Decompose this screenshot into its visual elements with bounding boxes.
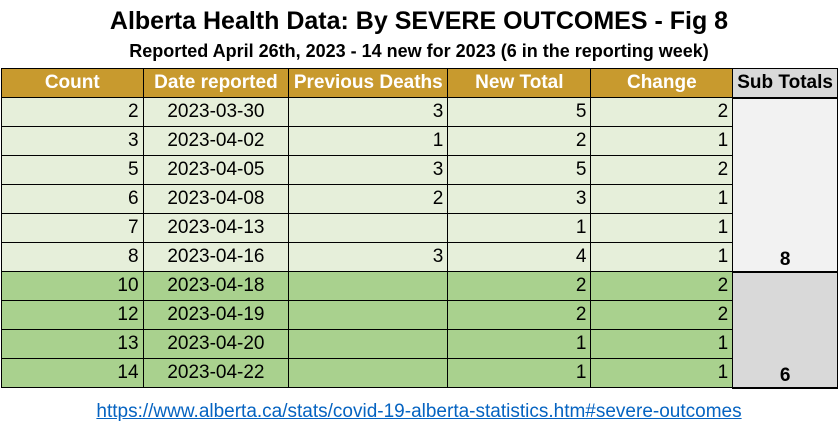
cell-change: 1 <box>590 329 734 359</box>
cell-new-total: 2 <box>447 126 592 156</box>
table-row: 12 2023-04-19 2 2 <box>1 300 838 330</box>
cell-date: 2023-04-19 <box>142 300 290 330</box>
cell-change: 1 <box>590 242 734 272</box>
cell-previous-deaths: 1 <box>288 126 449 156</box>
header-count: Count <box>1 68 144 98</box>
cell-previous-deaths: 3 <box>288 242 449 272</box>
cell-previous-deaths: 3 <box>288 97 449 127</box>
cell-count: 14 <box>1 358 144 388</box>
cell-previous-deaths <box>288 213 449 243</box>
subtotal-cell-group-2: 6 <box>732 270 838 389</box>
table-row: 8 2023-04-16 3 4 1 <box>1 242 838 272</box>
page-subtitle: Reported April 26th, 2023 - 14 new for 2… <box>129 41 709 61</box>
cell-date: 2023-04-02 <box>142 126 290 156</box>
cell-count: 2 <box>1 97 144 127</box>
cell-count: 3 <box>1 126 144 156</box>
table-row: 14 2023-04-22 1 1 <box>1 358 838 388</box>
table-row: 5 2023-04-05 3 5 2 <box>1 155 838 185</box>
cell-change: 2 <box>590 271 734 301</box>
header-change: Change <box>590 68 734 98</box>
cell-count: 13 <box>1 329 144 359</box>
header-previous-deaths: Previous Deaths <box>288 68 449 98</box>
table-header-row: Count Date reported Previous Deaths New … <box>1 68 838 98</box>
cell-date: 2023-04-22 <box>142 358 290 388</box>
table-row: 6 2023-04-08 2 3 1 <box>1 184 838 214</box>
cell-count: 7 <box>1 213 144 243</box>
cell-change: 2 <box>590 300 734 330</box>
cell-count: 12 <box>1 300 144 330</box>
table-row: 3 2023-04-02 1 2 1 <box>1 126 838 156</box>
cell-date: 2023-04-13 <box>142 213 290 243</box>
subtotal-cell-group-1: 8 <box>732 96 838 272</box>
cell-count: 5 <box>1 155 144 185</box>
cell-new-total: 2 <box>447 271 592 301</box>
cell-new-total: 2 <box>447 300 592 330</box>
cell-previous-deaths <box>288 300 449 330</box>
cell-previous-deaths: 2 <box>288 184 449 214</box>
source-link[interactable]: https://www.alberta.ca/stats/covid-19-al… <box>96 401 742 422</box>
cell-date: 2023-04-18 <box>142 271 290 301</box>
cell-change: 1 <box>590 184 734 214</box>
cell-date: 2023-04-20 <box>142 329 290 359</box>
cell-new-total: 1 <box>447 358 592 388</box>
table-row: 2 2023-03-30 3 5 2 8 <box>1 96 838 272</box>
table-row: 13 2023-04-20 1 1 <box>1 329 838 359</box>
cell-previous-deaths <box>288 358 449 388</box>
cell-new-total: 4 <box>447 242 592 272</box>
cell-previous-deaths: 3 <box>288 155 449 185</box>
header-date-reported: Date reported <box>142 68 290 98</box>
table-row: 7 2023-04-13 1 1 <box>1 213 838 243</box>
page-title: Alberta Health Data: By SEVERE OUTCOMES … <box>109 7 729 35</box>
cell-change: 1 <box>590 213 734 243</box>
header-new-total: New Total <box>447 68 592 98</box>
cell-change: 2 <box>590 155 734 185</box>
cell-date: 2023-03-30 <box>142 97 290 127</box>
cell-new-total: 1 <box>447 329 592 359</box>
cell-new-total: 1 <box>447 213 592 243</box>
table-row: 10 2023-04-18 2 2 6 <box>1 270 838 389</box>
cell-new-total: 5 <box>447 97 592 127</box>
cell-count: 6 <box>1 184 144 214</box>
cell-date: 2023-04-16 <box>142 242 290 272</box>
cell-new-total: 3 <box>447 184 592 214</box>
cell-previous-deaths <box>288 329 449 359</box>
cell-date: 2023-04-05 <box>142 155 290 185</box>
header-sub-totals: Sub Totals <box>732 68 838 98</box>
cell-new-total: 5 <box>447 155 592 185</box>
cell-change: 1 <box>590 358 734 388</box>
cell-change: 1 <box>590 126 734 156</box>
cell-count: 10 <box>1 271 144 301</box>
cell-change: 2 <box>590 97 734 127</box>
cell-previous-deaths <box>288 271 449 301</box>
severe-outcomes-table: Count Date reported Previous Deaths New … <box>1 68 838 389</box>
cell-date: 2023-04-08 <box>142 184 290 214</box>
cell-count: 8 <box>1 242 144 272</box>
